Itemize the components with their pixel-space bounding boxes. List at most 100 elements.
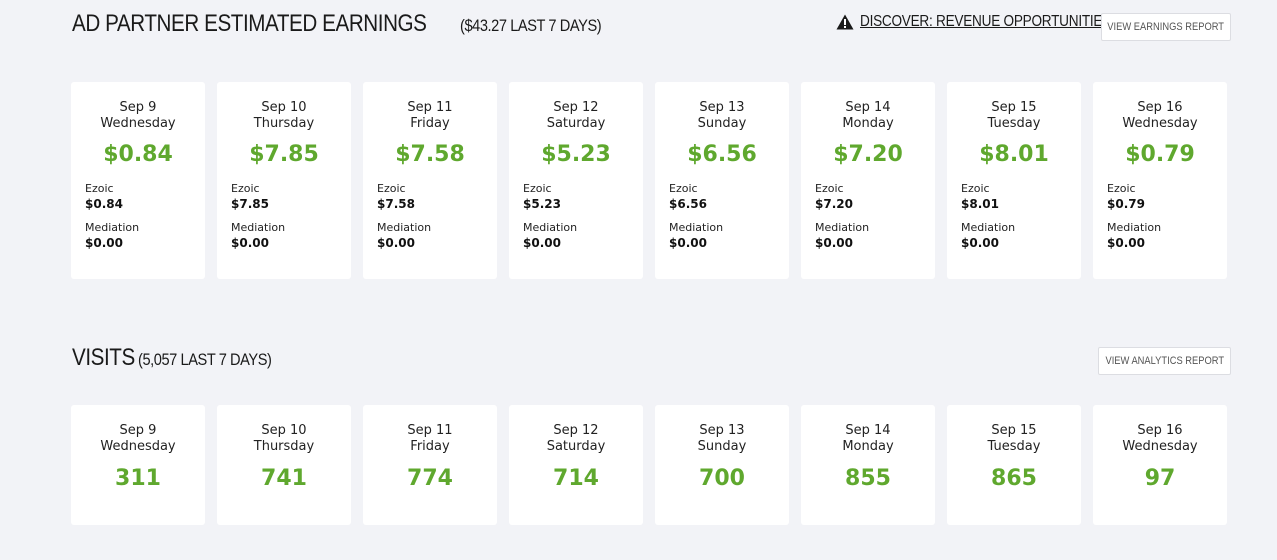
ezoic-value: $0.84 — [85, 197, 123, 211]
ezoic-label: Ezoic — [231, 182, 260, 195]
card-date: Sep 12 — [553, 423, 599, 438]
ezoic-label: Ezoic — [1107, 182, 1136, 195]
card-date: Sep 13 — [699, 100, 745, 115]
card-weekday: Thursday — [253, 439, 315, 454]
earnings-day-card: Sep 9 Wednesday $0.84 Ezoic $0.84 Mediation $0… — [71, 82, 205, 279]
earnings-breakdown: Ezoic $7.58 Mediation $0.00 — [363, 182, 497, 251]
earnings-breakdown: Ezoic $0.84 Mediation $0.00 — [71, 182, 205, 251]
view-earnings-report-label: VIEW EARNINGS REPORT — [1107, 21, 1225, 33]
view-analytics-report-button[interactable]: VIEW ANALYTICS REPORT — [1098, 347, 1231, 375]
card-date: Sep 11 — [407, 423, 453, 438]
visits-day-card: Sep 16 Wednesday 97 — [1093, 405, 1227, 525]
card-date: Sep 13 — [699, 423, 745, 438]
visits-day-card: Sep 11 Friday 774 — [363, 405, 497, 525]
visits-day-card: Sep 14 Monday 855 — [801, 405, 935, 525]
ezoic-label: Ezoic — [669, 182, 698, 195]
ezoic-value: $7.20 — [815, 197, 853, 211]
day-visit-count: 865 — [991, 466, 1037, 491]
mediation-label: Mediation — [961, 221, 1016, 234]
earnings-day-card: Sep 14 Monday $7.20 Ezoic $7.20 Mediation $0.0… — [801, 82, 935, 279]
view-earnings-report-button[interactable]: VIEW EARNINGS REPORT — [1101, 13, 1231, 41]
card-date: Sep 15 — [991, 423, 1037, 438]
discover-revenue-link[interactable]: DISCOVER: REVENUE OPPORTUNITIES (2) — [836, 13, 1178, 31]
visits-day-card: Sep 10 Thursday 741 — [217, 405, 351, 525]
day-earnings-total: $7.85 — [249, 142, 319, 167]
earnings-day-card: Sep 10 Thursday $7.85 Ezoic $7.85 Mediation $0… — [217, 82, 351, 279]
earnings-breakdown: Ezoic $5.23 Mediation $0.00 — [509, 182, 643, 251]
card-weekday: Tuesday — [987, 116, 1041, 131]
ezoic-value: $6.56 — [669, 197, 707, 211]
mediation-value: $0.00 — [669, 236, 707, 250]
card-weekday: Saturday — [546, 116, 606, 131]
day-visit-count: 774 — [407, 466, 453, 491]
card-weekday: Wednesday — [100, 116, 176, 131]
earnings-title: AD PARTNER ESTIMATED EARNINGS — [72, 10, 427, 37]
card-date: Sep 14 — [845, 423, 891, 438]
discover-label[interactable]: DISCOVER: REVENUE OPPORTUNITIES (2) — [860, 13, 1131, 30]
card-weekday: Thursday — [253, 116, 315, 131]
card-date: Sep 9 — [119, 100, 157, 115]
card-weekday: Wednesday — [1122, 439, 1198, 454]
mediation-label: Mediation — [523, 221, 578, 234]
day-earnings-total: $0.79 — [1125, 142, 1195, 167]
day-visit-count: 855 — [845, 466, 891, 491]
day-visit-count: 700 — [699, 466, 745, 491]
mediation-label: Mediation — [669, 221, 724, 234]
view-analytics-report-label: VIEW ANALYTICS REPORT — [1105, 355, 1224, 367]
card-weekday: Friday — [410, 116, 450, 131]
card-date: Sep 16 — [1137, 100, 1183, 115]
visits-heading: VISITS (5,057 LAST 7 DAYS) — [72, 344, 293, 372]
day-earnings-total: $6.56 — [687, 142, 757, 167]
earnings-subtitle: ($43.27 LAST 7 DAYS) — [460, 16, 602, 35]
card-date: Sep 15 — [991, 100, 1037, 115]
ezoic-label: Ezoic — [961, 182, 990, 195]
ezoic-value: $7.85 — [231, 197, 269, 211]
mediation-label: Mediation — [231, 221, 286, 234]
visits-cards: Sep 9 Wednesday 311 Sep 10 Thursday 741 Sep 11… — [71, 405, 1227, 525]
card-weekday: Sunday — [697, 439, 747, 454]
day-visit-count: 714 — [553, 466, 599, 491]
day-earnings-total: $7.58 — [395, 142, 465, 167]
day-earnings-total: $7.20 — [833, 142, 903, 167]
ezoic-value: $0.79 — [1107, 197, 1145, 211]
card-date: Sep 10 — [261, 423, 307, 438]
visits-title: VISITS — [72, 344, 135, 371]
card-date: Sep 9 — [119, 423, 157, 438]
earnings-breakdown: Ezoic $6.56 Mediation $0.00 — [655, 182, 789, 251]
card-weekday: Monday — [842, 116, 894, 131]
mediation-label: Mediation — [1107, 221, 1162, 234]
day-earnings-total: $8.01 — [979, 142, 1049, 167]
ezoic-label: Ezoic — [85, 182, 114, 195]
earnings-breakdown: Ezoic $0.79 Mediation $0.00 — [1093, 182, 1227, 251]
mediation-value: $0.00 — [1107, 236, 1145, 250]
visits-day-card: Sep 9 Wednesday 311 — [71, 405, 205, 525]
visits-day-card: Sep 15 Tuesday 865 — [947, 405, 1081, 525]
earnings-breakdown: Ezoic $7.20 Mediation $0.00 — [801, 182, 935, 251]
earnings-breakdown: Ezoic $7.85 Mediation $0.00 — [217, 182, 351, 251]
card-date: Sep 10 — [261, 100, 307, 115]
visits-day-card: Sep 13 Sunday 700 — [655, 405, 789, 525]
earnings-heading: AD PARTNER ESTIMATED EARNINGS ($43.27 LA… — [72, 10, 624, 38]
day-earnings-total: $0.84 — [103, 142, 173, 167]
earnings-cards: Sep 9 Wednesday $0.84 Ezoic $0.84 Mediation $0… — [71, 82, 1227, 279]
ezoic-label: Ezoic — [815, 182, 844, 195]
ezoic-value: $5.23 — [523, 197, 561, 211]
card-weekday: Saturday — [546, 439, 606, 454]
mediation-value: $0.00 — [961, 236, 999, 250]
day-earnings-total: $5.23 — [541, 142, 611, 167]
ezoic-label: Ezoic — [377, 182, 406, 195]
card-weekday: Wednesday — [1122, 116, 1198, 131]
day-visit-count: 97 — [1144, 466, 1176, 491]
card-weekday: Wednesday — [100, 439, 176, 454]
card-date: Sep 12 — [553, 100, 599, 115]
visits-day-card: Sep 12 Saturday 714 — [509, 405, 643, 525]
card-date: Sep 14 — [845, 100, 891, 115]
earnings-breakdown: Ezoic $8.01 Mediation $0.00 — [947, 182, 1081, 251]
mediation-value: $0.00 — [523, 236, 561, 250]
day-visit-count: 741 — [261, 466, 307, 491]
earnings-day-card: Sep 16 Wednesday $0.79 Ezoic $0.79 Mediation $… — [1093, 82, 1227, 279]
mediation-value: $0.00 — [815, 236, 853, 250]
ezoic-value: $8.01 — [961, 197, 999, 211]
mediation-value: $0.00 — [85, 236, 123, 250]
card-weekday: Sunday — [697, 116, 747, 131]
